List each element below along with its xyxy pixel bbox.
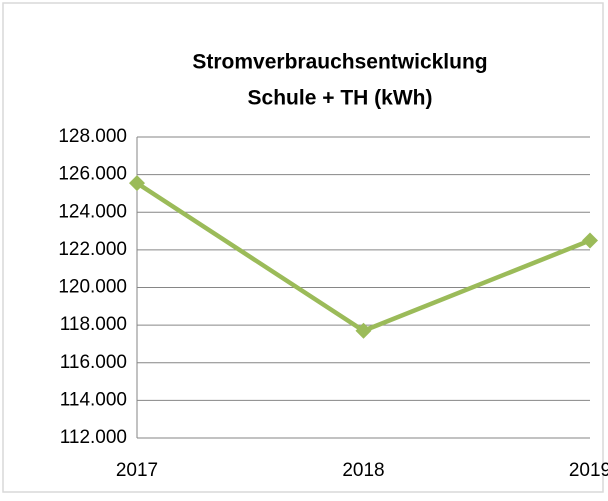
marker — [355, 322, 372, 339]
y-tick-label: 122.000 — [58, 239, 127, 260]
y-tick-label: 126.000 — [58, 164, 127, 185]
y-tick-label: 116.000 — [60, 352, 127, 373]
y-tick-label: 124.000 — [58, 201, 127, 222]
x-tick-label: 2018 — [342, 460, 384, 481]
y-tick-label: 114.000 — [60, 389, 127, 410]
marker — [129, 175, 145, 192]
y-tick-label: 128.000 — [58, 126, 127, 147]
y-tick-label: 118.000 — [60, 314, 127, 335]
x-tick-label: 2017 — [116, 460, 158, 481]
chart-title: Stromverbrauchsentwicklung — [192, 51, 487, 74]
marker — [582, 232, 598, 249]
chart-frame — [2, 2, 604, 493]
chart-title: Schule + TH (kWh) — [248, 87, 433, 110]
y-tick-label: 120.000 — [58, 277, 127, 298]
x-tick-label: 2019 — [569, 460, 608, 481]
y-tick-label: 112.000 — [60, 427, 127, 448]
